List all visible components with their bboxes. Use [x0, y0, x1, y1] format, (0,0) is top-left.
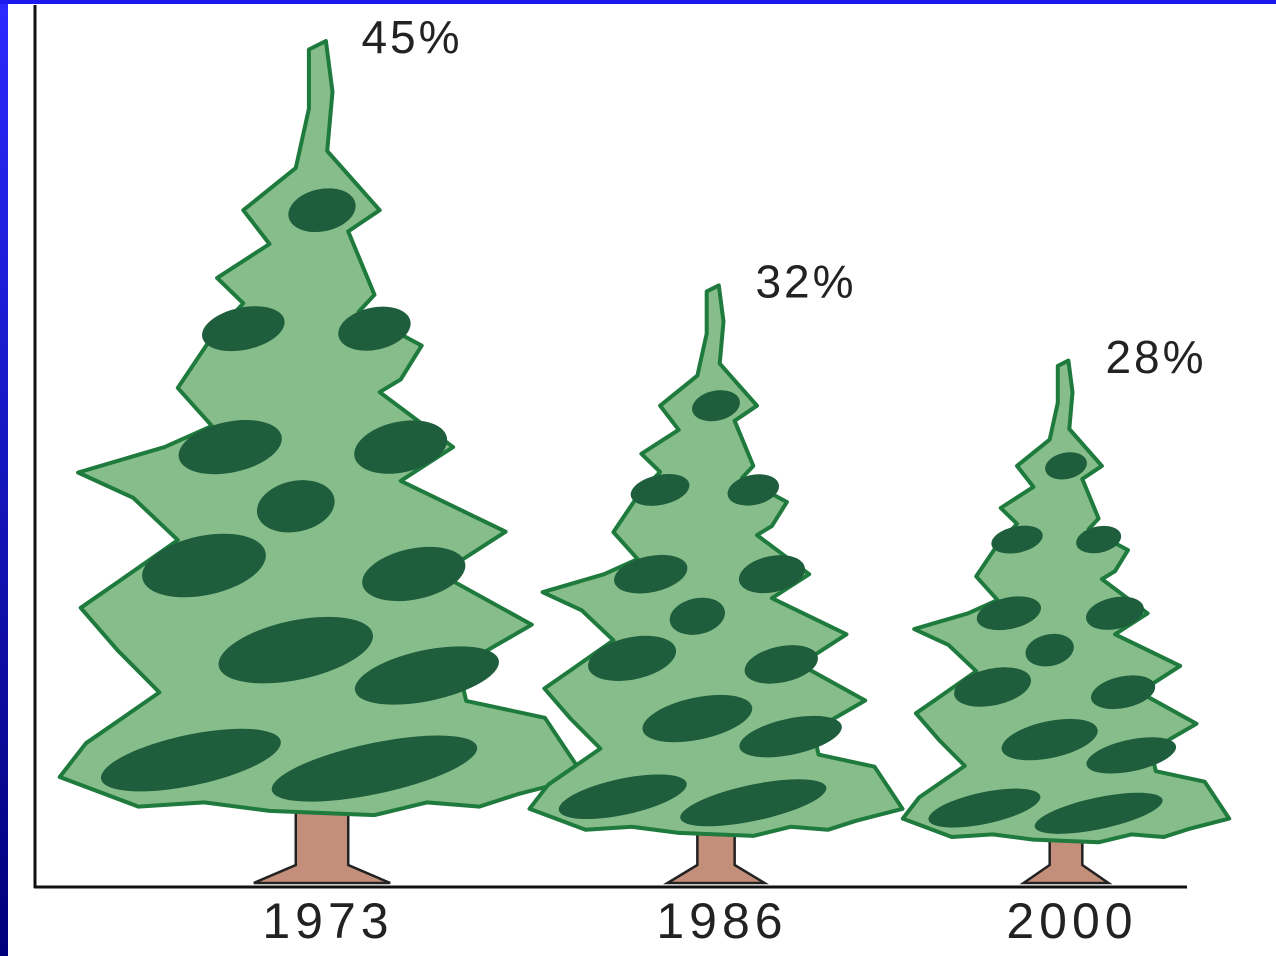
foliage-shade [727, 474, 780, 506]
frame-top [0, 0, 1276, 4]
foliage-shade [739, 715, 842, 758]
foliage-shade [614, 554, 688, 594]
foliage-shade [680, 779, 827, 827]
plot-area: 45% 1973 32% 1986 28% 2000 [57, 11, 1232, 949]
x-tick-label: 1986 [656, 893, 787, 949]
tree [57, 39, 587, 885]
foliage-shade [354, 646, 499, 705]
value-label: 28% [1105, 331, 1206, 383]
tree [900, 358, 1232, 885]
foliage-shade [1034, 792, 1163, 834]
foliage-shade [1091, 675, 1156, 710]
tree [527, 283, 905, 885]
foliage-shade [362, 546, 466, 602]
foliage-shade [558, 774, 687, 820]
foliage-shade [1086, 596, 1144, 630]
foliage-shade [692, 390, 740, 422]
foliage-shade [178, 419, 282, 475]
foliage-shade [630, 473, 690, 506]
foliage-shade [1001, 718, 1098, 761]
frame-left [0, 0, 8, 956]
foliage-shade [976, 596, 1041, 631]
foliage-shade [142, 533, 266, 598]
value-label: 32% [755, 256, 856, 308]
foliage-shade [338, 306, 411, 351]
foliage-shade [271, 735, 478, 802]
foliage-shade [642, 694, 753, 743]
foliage-shade [991, 525, 1043, 554]
foliage-shade [928, 788, 1041, 828]
foliage-shade [1045, 452, 1087, 480]
foliage-shade [738, 555, 805, 594]
foliage-shade [1025, 633, 1074, 667]
foliage-shade [256, 480, 335, 533]
foliage-shade [288, 188, 356, 233]
foliage-shade [202, 306, 285, 352]
value-label: 45% [361, 11, 462, 63]
foliage-shade [1076, 525, 1122, 554]
foliage-shade [744, 645, 818, 684]
x-tick-label: 1973 [262, 893, 393, 949]
foliage-shade [1086, 737, 1177, 774]
foliage-shade [669, 597, 725, 635]
foliage-shade [354, 420, 448, 474]
foliage-shade [954, 667, 1032, 707]
foliage-shade [218, 616, 373, 684]
foliage-shade [100, 728, 281, 792]
x-tick-label: 2000 [1006, 893, 1137, 949]
foliage-shade [588, 635, 677, 681]
